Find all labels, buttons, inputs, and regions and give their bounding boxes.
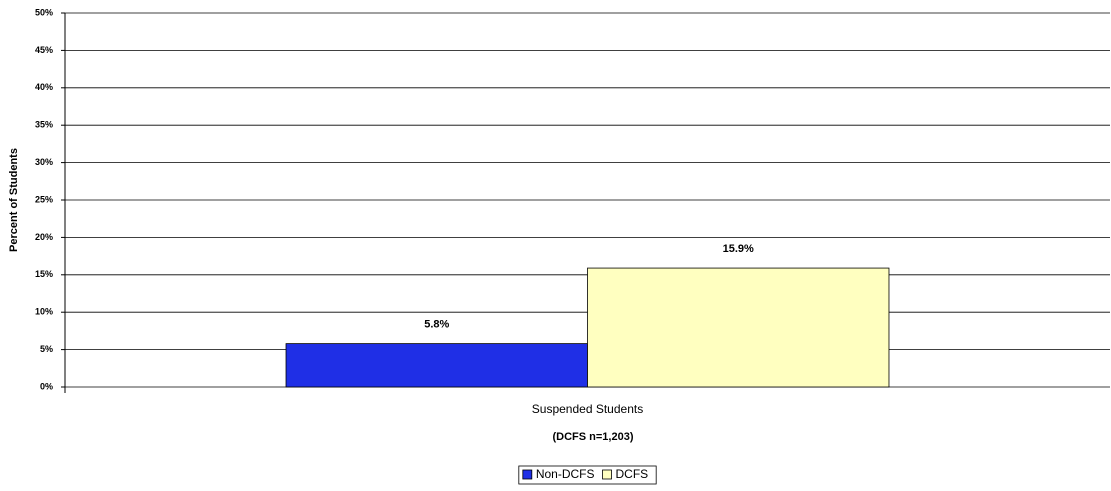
y-tick-label: 45%	[35, 45, 53, 55]
legend-swatch	[602, 469, 612, 480]
value-label: 5.8%	[424, 319, 449, 331]
legend-box	[518, 465, 657, 485]
y-tick-label: 0%	[40, 381, 53, 391]
y-tick-label: 20%	[35, 232, 53, 242]
bar	[285, 343, 588, 388]
x-tick-label: Suspended Students	[532, 402, 643, 416]
y-tick-label: 50%	[35, 7, 53, 17]
y-axis-label: Percent of Students	[8, 148, 20, 252]
x-axis-label: (DCFS n=1,203)	[553, 431, 634, 443]
value-label: 15.9%	[723, 243, 754, 255]
legend-swatch	[522, 469, 533, 480]
y-tick-label: 5%	[40, 344, 53, 354]
y-tick-label: 15%	[35, 269, 53, 279]
y-tick-label: 30%	[35, 157, 53, 167]
y-tick-label: 35%	[35, 120, 53, 130]
y-tick-label: 25%	[35, 194, 53, 204]
y-tick-label: 10%	[35, 307, 53, 317]
y-tick-label: 40%	[35, 82, 53, 92]
legend-label: Non-DCFS	[536, 467, 595, 481]
bar	[587, 267, 890, 388]
legend-label: DCFS	[616, 467, 649, 481]
